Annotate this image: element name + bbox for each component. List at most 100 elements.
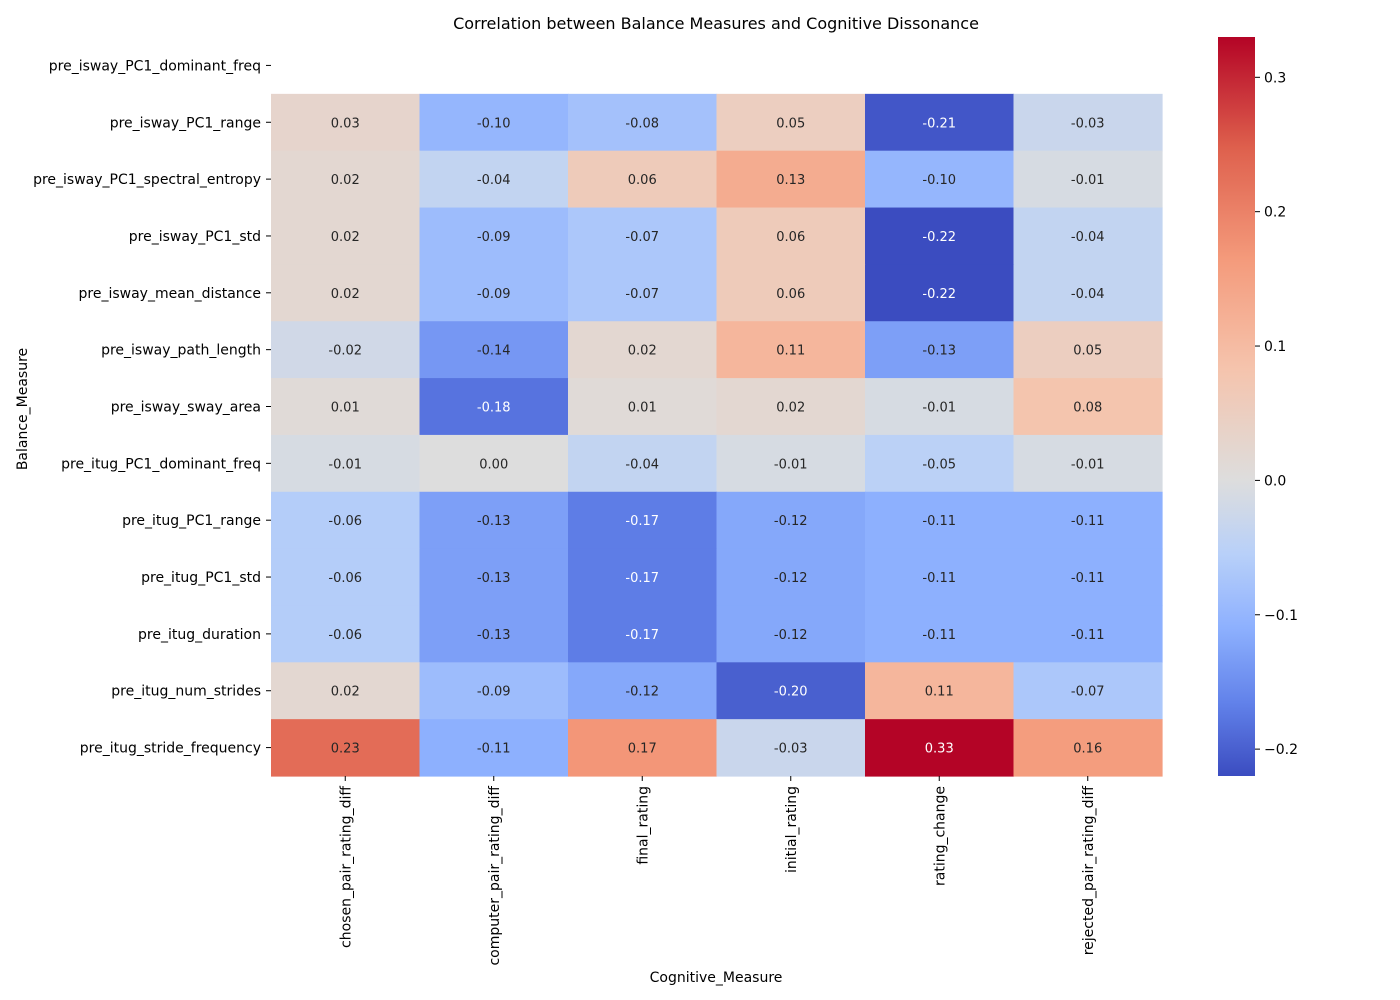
y-tick-label: pre_itug_num_strides [111,684,261,700]
cell-label: 0.02 [331,287,360,302]
heatmap-cell [865,548,1015,607]
heatmap-cell [1013,378,1163,436]
cell-label: -0.01 [1071,173,1105,188]
heatmap-cell [419,321,569,379]
heatmap-cell [271,378,421,436]
heatmap-cell [716,548,866,607]
y-tick-label: pre_itug_PC1_dominant_freq [61,456,261,472]
cell-label: -0.07 [625,230,659,245]
heatmap-cell [1013,264,1163,322]
cell-label: -0.03 [774,742,808,757]
heatmap-cell [419,662,569,720]
heatmap-cell [865,491,1015,550]
cell-label: 0.11 [776,344,805,359]
cell-label: -0.10 [922,173,956,188]
heatmap-cell [568,662,718,720]
y-tick-label: pre_itug_stride_frequency [80,741,261,757]
heatmap-cell [1013,93,1163,152]
cell-label: 0.03 [331,116,360,131]
heatmap-cell [271,264,421,322]
cell-label: -0.04 [625,457,659,472]
chart-title: Correlation between Balance Measures and… [453,14,979,33]
cell-label: -0.11 [922,514,956,529]
heatmap-cell [568,207,718,265]
y-axis-label: Balance_Measure [15,348,31,470]
cell-label: 0.08 [1073,401,1102,416]
cell-label: -0.06 [328,514,362,529]
colorbar-tick-label: −0.1 [1264,608,1298,624]
heatmap-cell [716,150,866,209]
y-tick-label: pre_isway_PC1_spectral_entropy [33,172,261,188]
heatmap-cell [716,264,866,322]
y-axis-ticks: pre_isway_PC1_dominant_freq pre_isway_PC1… [33,58,271,757]
cell-label: 0.13 [776,173,805,188]
cell-label: -0.21 [922,116,956,131]
cell-label: -0.11 [1071,571,1105,586]
heatmap-cell [1013,434,1163,493]
cell-label: 0.02 [331,685,360,700]
cell-label: -0.18 [477,401,511,416]
heatmap-cell [568,93,718,152]
cell-label: -0.11 [922,571,956,586]
cell-label: -0.08 [625,116,659,131]
heatmap-cell [865,434,1015,493]
cell-annotations: 0.03 -0.10 -0.08 0.05 -0.21 -0.03 0.02 -0.04 0.0… [328,116,1104,756]
cell-label: -0.01 [328,457,362,472]
cell-label: 0.01 [628,401,657,416]
heatmap-cell [865,662,1015,720]
heatmap-cell [865,378,1015,436]
y-tick-label: pre_itug_PC1_std [141,570,261,586]
heatmap-cell [716,207,866,265]
cell-label: -0.04 [477,173,511,188]
heatmap-cell [271,662,421,720]
cell-label: 0.06 [776,287,805,302]
heatmap-cell [716,321,866,379]
heatmap-cell [568,434,718,493]
heatmap-cell [716,662,866,720]
cell-label: 0.05 [776,116,805,131]
heatmap-cells [271,93,1163,777]
cell-label: -0.22 [922,230,956,245]
x-tick-label: computer_pair_rating_diff [487,786,503,966]
heatmap-cell [716,719,866,777]
cell-label: -0.11 [1071,514,1105,529]
x-tick-label: initial_rating [784,786,800,873]
heatmap-cell [1013,719,1163,777]
heatmap-cell [1013,548,1163,607]
y-tick-label: pre_isway_mean_distance [79,286,261,302]
heatmap-cell [568,321,718,379]
x-tick-label: rating_change [932,786,948,886]
colorbar-tick-label: 0.0 [1264,473,1286,489]
cell-label: 0.23 [331,742,360,757]
cell-label: -0.09 [477,287,511,302]
heatmap-cell [568,264,718,322]
cell-label: -0.10 [477,116,511,131]
cell-label: -0.04 [1071,287,1105,302]
heatmap-cell [271,434,421,493]
heatmap-cell [419,150,569,209]
cell-label: -0.11 [1071,628,1105,643]
cell-label: -0.11 [477,742,511,757]
heatmap-cell [865,321,1015,379]
heatmap-cell [1013,150,1163,209]
cell-label: 0.05 [1073,344,1102,359]
heatmap-cell [419,605,569,663]
y-tick-label: pre_itug_PC1_range [122,513,261,529]
x-tick-label: final_rating [635,786,651,865]
heatmap-cell [271,150,421,209]
heatmap-cell [419,93,569,152]
heatmap-cell [568,378,718,436]
heatmap-cell [716,93,866,152]
heatmap-cell [271,207,421,265]
cell-label: 0.01 [331,401,360,416]
x-tick-label: chosen_pair_rating_diff [338,786,354,948]
cell-label: -0.05 [922,457,956,472]
colorbar-gradient [1218,37,1255,776]
cell-label: 0.17 [628,742,657,757]
cell-label: -0.06 [328,628,362,643]
x-axis-ticks: chosen_pair_rating_diff computer_pair_rat… [338,776,1097,966]
cell-label: -0.13 [922,344,956,359]
cell-label: 0.02 [331,173,360,188]
heatmap-cell [716,605,866,663]
